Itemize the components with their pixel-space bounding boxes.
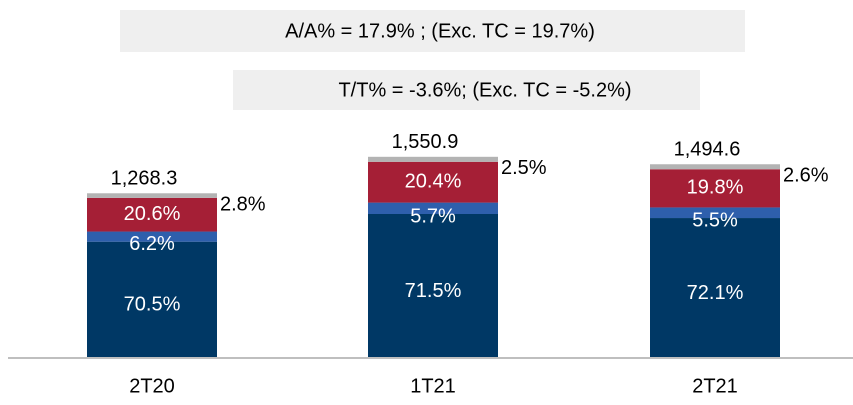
data-label: 72.1% [687, 282, 744, 304]
data-label: 5.5% [692, 209, 738, 231]
x-tick-label: 1T21 [410, 375, 456, 397]
data-label: 2.6% [783, 165, 829, 187]
bar-segment [87, 197, 217, 232]
bar-segment [650, 218, 780, 357]
bar-segment [650, 207, 780, 219]
data-label: 2.8% [220, 194, 266, 216]
x-tick-label: 2T21 [692, 375, 738, 397]
data-label: 20.6% [124, 203, 181, 225]
total-label: 1,494.6 [674, 139, 741, 161]
data-label: 19.8% [687, 177, 744, 199]
total-label: 1,268.3 [111, 168, 178, 190]
data-label: 71.5% [405, 280, 462, 302]
bar-segment [650, 164, 780, 170]
annotation-box [120, 10, 745, 52]
bar-segment [368, 202, 498, 214]
data-label: 20.4% [405, 170, 462, 192]
annotation-box [233, 70, 700, 110]
bar-segment [368, 156, 498, 162]
data-label: 5.7% [410, 205, 456, 227]
data-label: 70.5% [124, 294, 181, 316]
bar-segment [87, 193, 217, 198]
bar-segment [368, 161, 498, 203]
bar-segment [650, 169, 780, 208]
x-tick-label: 2T20 [129, 375, 175, 397]
annotation: A/A% = 17.9% ; (Exc. TC = 19.7%) [285, 20, 595, 42]
total-label: 1,550.9 [392, 131, 459, 153]
bar-segment [87, 231, 217, 242]
bar-segment [87, 241, 217, 357]
data-label: 2.5% [501, 157, 547, 179]
annotation: T/T% = -3.6%; (Exc. TC = -5.2%) [338, 79, 631, 101]
data-label: 6.2% [129, 233, 175, 255]
bar-segment [368, 214, 498, 357]
